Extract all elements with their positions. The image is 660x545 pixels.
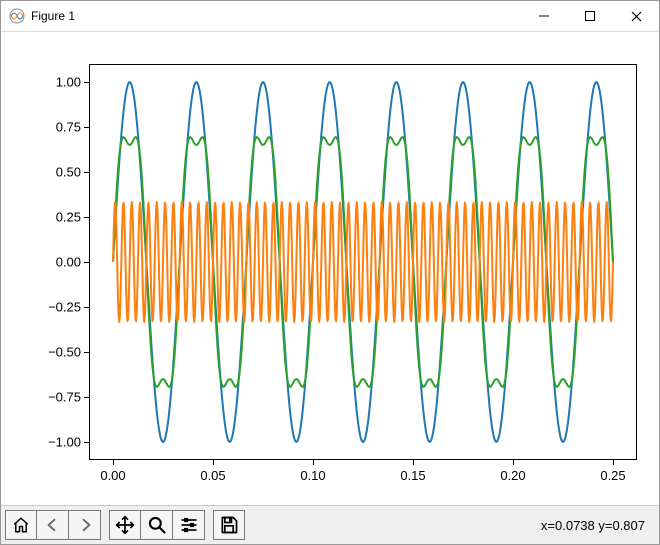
- back-button[interactable]: [37, 510, 69, 540]
- home-button[interactable]: [5, 510, 37, 540]
- maximize-button[interactable]: [567, 1, 613, 31]
- nav-toolbar: x=0.0738 y=0.807: [1, 505, 659, 544]
- subplots-icon: [179, 515, 199, 535]
- series-sin_240Hz_small: [113, 202, 613, 322]
- app-icon: [9, 8, 25, 24]
- home-icon: [12, 516, 30, 534]
- forward-button[interactable]: [69, 510, 101, 540]
- pan-icon: [115, 515, 135, 535]
- figure-window: Figure 1 0.000.050.100.150.200.25−1.00−0…: [0, 0, 660, 545]
- close-button[interactable]: [613, 1, 659, 31]
- save-icon: [219, 515, 239, 535]
- back-icon: [44, 516, 62, 534]
- plot-canvas[interactable]: 0.000.050.100.150.200.25−1.00−0.75−0.50−…: [1, 32, 659, 505]
- coord-readout: x=0.0738 y=0.807: [541, 518, 655, 533]
- zoom-button[interactable]: [141, 510, 173, 540]
- zoom-icon: [147, 515, 167, 535]
- configure-subplots-button[interactable]: [173, 510, 205, 540]
- save-button[interactable]: [213, 510, 245, 540]
- window-title: Figure 1: [31, 9, 75, 23]
- title-bar: Figure 1: [1, 1, 659, 32]
- minimize-button[interactable]: [521, 1, 567, 31]
- forward-icon: [76, 516, 94, 534]
- pan-button[interactable]: [109, 510, 141, 540]
- series-layer: [1, 32, 659, 506]
